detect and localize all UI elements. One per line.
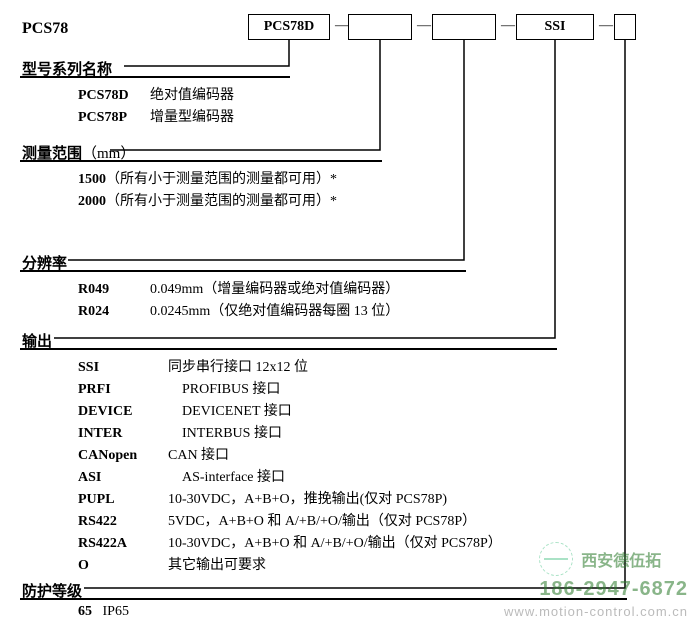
order-box-5 — [614, 14, 636, 40]
resolution-row-1: R0490.049mm（增量编码器或绝对值编码器） — [78, 278, 399, 298]
range-row-2: 2000（所有小于测量范围的测量都可用）* — [78, 190, 337, 210]
order-box-3 — [432, 14, 496, 40]
output-row-4: INTERINTERBUS 接口 — [78, 422, 282, 442]
series-row-2: PCS78P增量型编码器 — [78, 106, 234, 126]
series-row-1: PCS78D绝对值编码器 — [78, 84, 234, 104]
section-series-rule — [20, 76, 290, 78]
order-box-1: PCS78D — [248, 14, 330, 40]
output-row-10: O其它输出可要求 — [78, 554, 266, 574]
dash-1: — — [335, 18, 349, 34]
output-row-6: ASIAS-interface 接口 — [78, 466, 285, 486]
dash-4: — — [599, 18, 613, 34]
output-row-7: PUPL10-30VDC，A+B+O，推挽输出(仅对 PCS78P) — [78, 488, 447, 508]
range-row-1: 1500（所有小于测量范围的测量都可用）* — [78, 168, 337, 188]
output-row-5: CANopenCAN 接口 — [78, 444, 229, 464]
watermark-url: www.motion-control.com.cn — [504, 604, 688, 619]
output-row-1: SSI同步串行接口 12x12 位 — [78, 356, 308, 376]
output-row-2: PRFIPROFIBUS 接口 — [78, 378, 280, 398]
section-output-rule — [20, 348, 557, 350]
output-row-3: DEVICEDEVICENET 接口 — [78, 400, 292, 420]
product-code: PCS78 — [22, 20, 68, 38]
resolution-row-2: R0240.0245mm（仅绝对值编码器每圈 13 位） — [78, 300, 399, 320]
watermark: 西安德伍拓 186-2947-6872 — [539, 542, 688, 601]
section-resolution-rule — [20, 270, 466, 272]
watermark-phone: 186-2947-6872 — [539, 578, 688, 601]
section-protection-rule — [20, 598, 627, 600]
watermark-logo-icon — [539, 542, 573, 576]
output-row-9: RS422A10-30VDC，A+B+O 和 A/+B/+O/输出（仅对 PCS… — [78, 532, 502, 552]
dash-3: — — [501, 18, 515, 34]
section-range-rule — [20, 160, 382, 162]
dash-2: — — [417, 18, 431, 34]
protection-row-1: 65 IP65 — [78, 604, 129, 620]
order-box-4: SSI — [516, 14, 594, 40]
output-row-8: RS4225VDC，A+B+O 和 A/+B/+O/输出（仅对 PCS78P） — [78, 510, 476, 530]
watermark-company: 西安德伍拓 — [581, 553, 661, 570]
order-box-2 — [348, 14, 412, 40]
